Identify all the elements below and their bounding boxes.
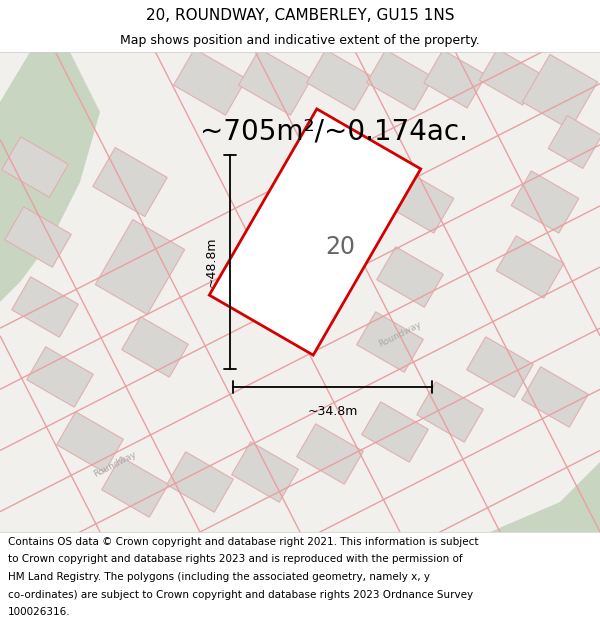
Polygon shape: [167, 452, 233, 512]
Polygon shape: [11, 277, 79, 338]
Text: Map shows position and indicative extent of the property.: Map shows position and indicative extent…: [120, 34, 480, 47]
Polygon shape: [367, 50, 433, 110]
Polygon shape: [424, 50, 486, 108]
Polygon shape: [232, 442, 298, 503]
Polygon shape: [548, 116, 600, 169]
Polygon shape: [26, 347, 94, 408]
Polygon shape: [521, 367, 589, 428]
Polygon shape: [523, 54, 598, 129]
Polygon shape: [173, 49, 247, 115]
Text: HM Land Registry. The polygons (including the associated geometry, namely x, y: HM Land Registry. The polygons (includin…: [8, 572, 430, 582]
Polygon shape: [377, 247, 443, 308]
Polygon shape: [496, 236, 564, 298]
Polygon shape: [386, 171, 454, 233]
Polygon shape: [490, 462, 600, 532]
Polygon shape: [467, 337, 533, 398]
Polygon shape: [101, 457, 169, 518]
Polygon shape: [209, 109, 421, 355]
Polygon shape: [5, 207, 71, 268]
Text: ~34.8m: ~34.8m: [307, 405, 358, 418]
Text: 20, ROUNDWAY, CAMBERLEY, GU15 1NS: 20, ROUNDWAY, CAMBERLEY, GU15 1NS: [146, 8, 454, 23]
Text: co-ordinates) are subject to Crown copyright and database rights 2023 Ordnance S: co-ordinates) are subject to Crown copyr…: [8, 589, 473, 599]
Polygon shape: [296, 424, 364, 484]
Polygon shape: [95, 219, 185, 314]
Text: to Crown copyright and database rights 2023 and is reproduced with the permissio: to Crown copyright and database rights 2…: [8, 554, 463, 564]
Text: ~48.8m: ~48.8m: [205, 237, 218, 288]
Text: Roundway: Roundway: [92, 449, 138, 479]
Polygon shape: [307, 50, 373, 110]
Polygon shape: [511, 171, 579, 233]
Polygon shape: [93, 148, 167, 216]
Text: 100026316.: 100026316.: [8, 608, 70, 618]
Polygon shape: [0, 52, 100, 302]
Text: Contains OS data © Crown copyright and database right 2021. This information is : Contains OS data © Crown copyright and d…: [8, 537, 478, 547]
Polygon shape: [356, 312, 424, 372]
Polygon shape: [239, 49, 311, 115]
Polygon shape: [122, 317, 188, 378]
Text: ~705m²/~0.174ac.: ~705m²/~0.174ac.: [200, 118, 468, 146]
Polygon shape: [479, 49, 541, 105]
Polygon shape: [2, 137, 68, 198]
Polygon shape: [362, 402, 428, 462]
Polygon shape: [416, 382, 484, 442]
Text: Roundway: Roundway: [377, 319, 423, 349]
Polygon shape: [56, 412, 124, 472]
Text: 20: 20: [325, 235, 355, 259]
